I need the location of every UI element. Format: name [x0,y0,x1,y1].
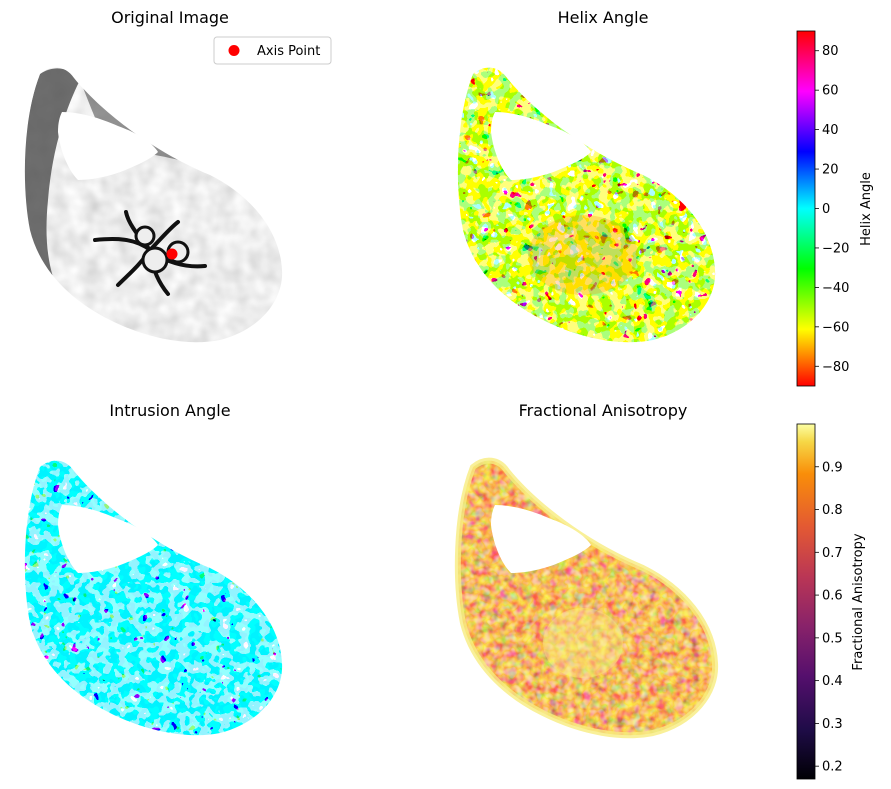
panel-fractional-anisotropy: Fractional Anisotropy [453,401,723,743]
colorbar-tick-label: −80 [822,360,849,375]
fractional-anisotropy-map [453,453,723,743]
intrusion-angle-map [24,460,283,736]
legend: Axis Point [213,36,332,65]
panel-intrusion-angle: Intrusion Angle [24,401,283,736]
original-image-map [24,67,283,343]
axis-point-marker [166,248,178,260]
colorbar-helix-label: Helix Angle [859,172,874,246]
colorbar-fa-label: Fractional Anisotropy [851,533,866,670]
helix-angle-map [457,67,716,343]
legend-label: Axis Point [257,44,320,59]
colorbar-tick-label: 0 [822,202,830,217]
colorbar-helix-ticks: 80 60 40 20 0 −20 −40 −60 −80 [815,44,849,375]
panel-title-original: Original Image [111,8,229,27]
colorbar-helix-angle: 80 60 40 20 0 −20 −40 −60 −80 Helix Angle [796,30,874,387]
panel-title-intrusion: Intrusion Angle [109,401,230,420]
panel-title-fa: Fractional Anisotropy [519,401,688,420]
colorbar-fractional-anisotropy: 0.9 0.8 0.7 0.6 0.5 0.4 0.3 0.2 Fractional Anis… [796,423,866,780]
colorbar-tick-label: 0.9 [822,460,843,475]
colorbar-tick-label: 0.3 [822,717,843,732]
colorbar-tick-label: 20 [822,163,839,178]
panel-title-helix: Helix Angle [558,8,649,27]
panel-original-image: Original Image Axis Point [24,8,332,343]
colorbar-tick-label: 0.8 [822,503,843,518]
colorbar-tick-label: −40 [822,281,849,296]
colorbar-fa-ticks: 0.9 0.8 0.7 0.6 0.5 0.4 0.3 0.2 [815,460,843,775]
panel-helix-angle: Helix Angle [457,8,716,343]
colorbar-tick-label: 0.7 [822,546,843,561]
colorbar-tick-label: −60 [822,320,849,335]
colorbar-tick-label: 80 [822,44,839,59]
colorbar-tick-label: 0.5 [822,631,843,646]
colorbar-tick-label: 0.6 [822,589,843,604]
colorbar-tick-label: 40 [822,123,839,138]
colorbar-tick-label: 0.4 [822,674,843,689]
colorbar-fa-gradient [796,423,816,780]
colorbar-helix-gradient [796,30,816,387]
colorbar-tick-label: 0.2 [822,760,843,775]
colorbar-tick-label: 60 [822,84,839,99]
legend-marker [228,45,240,56]
colorbar-tick-label: −20 [822,241,849,256]
